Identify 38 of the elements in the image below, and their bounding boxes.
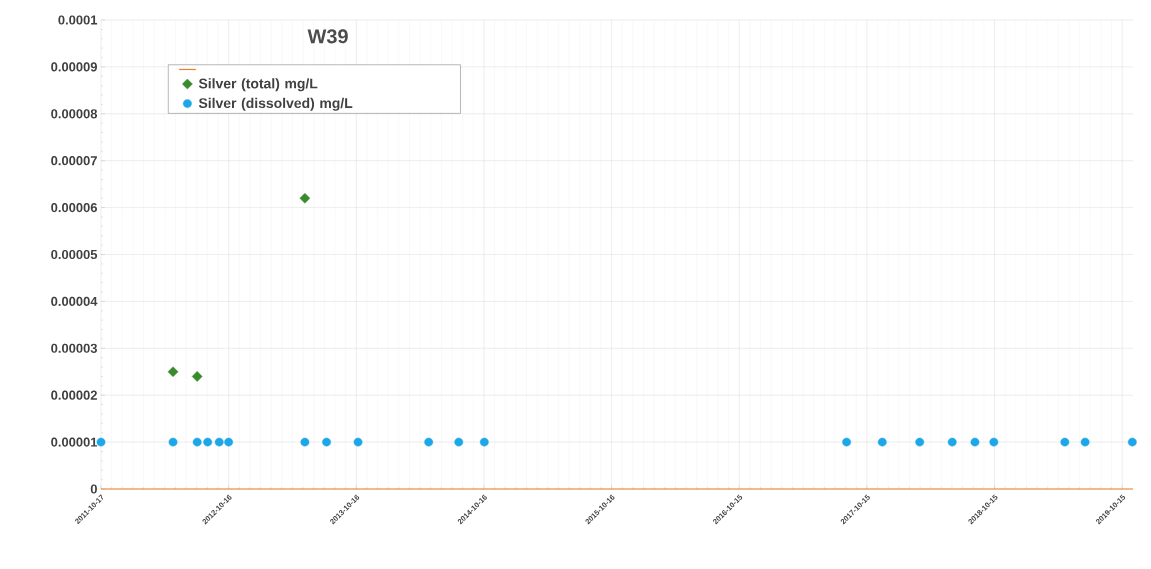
y-tick-label: 0.00001 (51, 437, 98, 447)
y-tick-label: 0.00005 (51, 249, 98, 260)
point (203, 437, 213, 447)
y-tick-label: 0.00008 (51, 109, 98, 119)
point (224, 437, 234, 447)
point (322, 437, 331, 447)
point (989, 437, 999, 447)
point (842, 437, 852, 447)
y-tick-label: 0.0001 (58, 15, 98, 25)
y-tick-label: 0.00004 (51, 296, 98, 306)
point (299, 192, 311, 204)
point (947, 437, 957, 447)
legend-label: Silver (total) mg/L (198, 78, 318, 92)
point (191, 371, 203, 382)
point (214, 437, 224, 447)
y-tick-label: 0 (90, 484, 97, 494)
point (970, 437, 980, 447)
point (1060, 437, 1070, 447)
point (479, 437, 489, 447)
point (1080, 437, 1090, 447)
point (167, 366, 179, 378)
point (915, 437, 925, 447)
point (1127, 437, 1137, 447)
y-tick-label: 0.00006 (51, 203, 97, 213)
point (168, 437, 178, 447)
y-tick-label: 0.00002 (51, 390, 97, 400)
point (192, 437, 202, 447)
chart-title: W39 (307, 29, 348, 44)
point (353, 437, 363, 447)
point (300, 437, 310, 447)
point (454, 437, 464, 447)
y-tick-label: 0.00003 (51, 343, 97, 353)
point (96, 437, 106, 447)
y-tick-label: 0.00009 (51, 62, 97, 72)
y-tick-label: 0.00007 (51, 156, 97, 166)
legend-label: Silver (dissolved) mg/L (198, 97, 353, 111)
point (877, 437, 887, 447)
point (424, 437, 434, 447)
